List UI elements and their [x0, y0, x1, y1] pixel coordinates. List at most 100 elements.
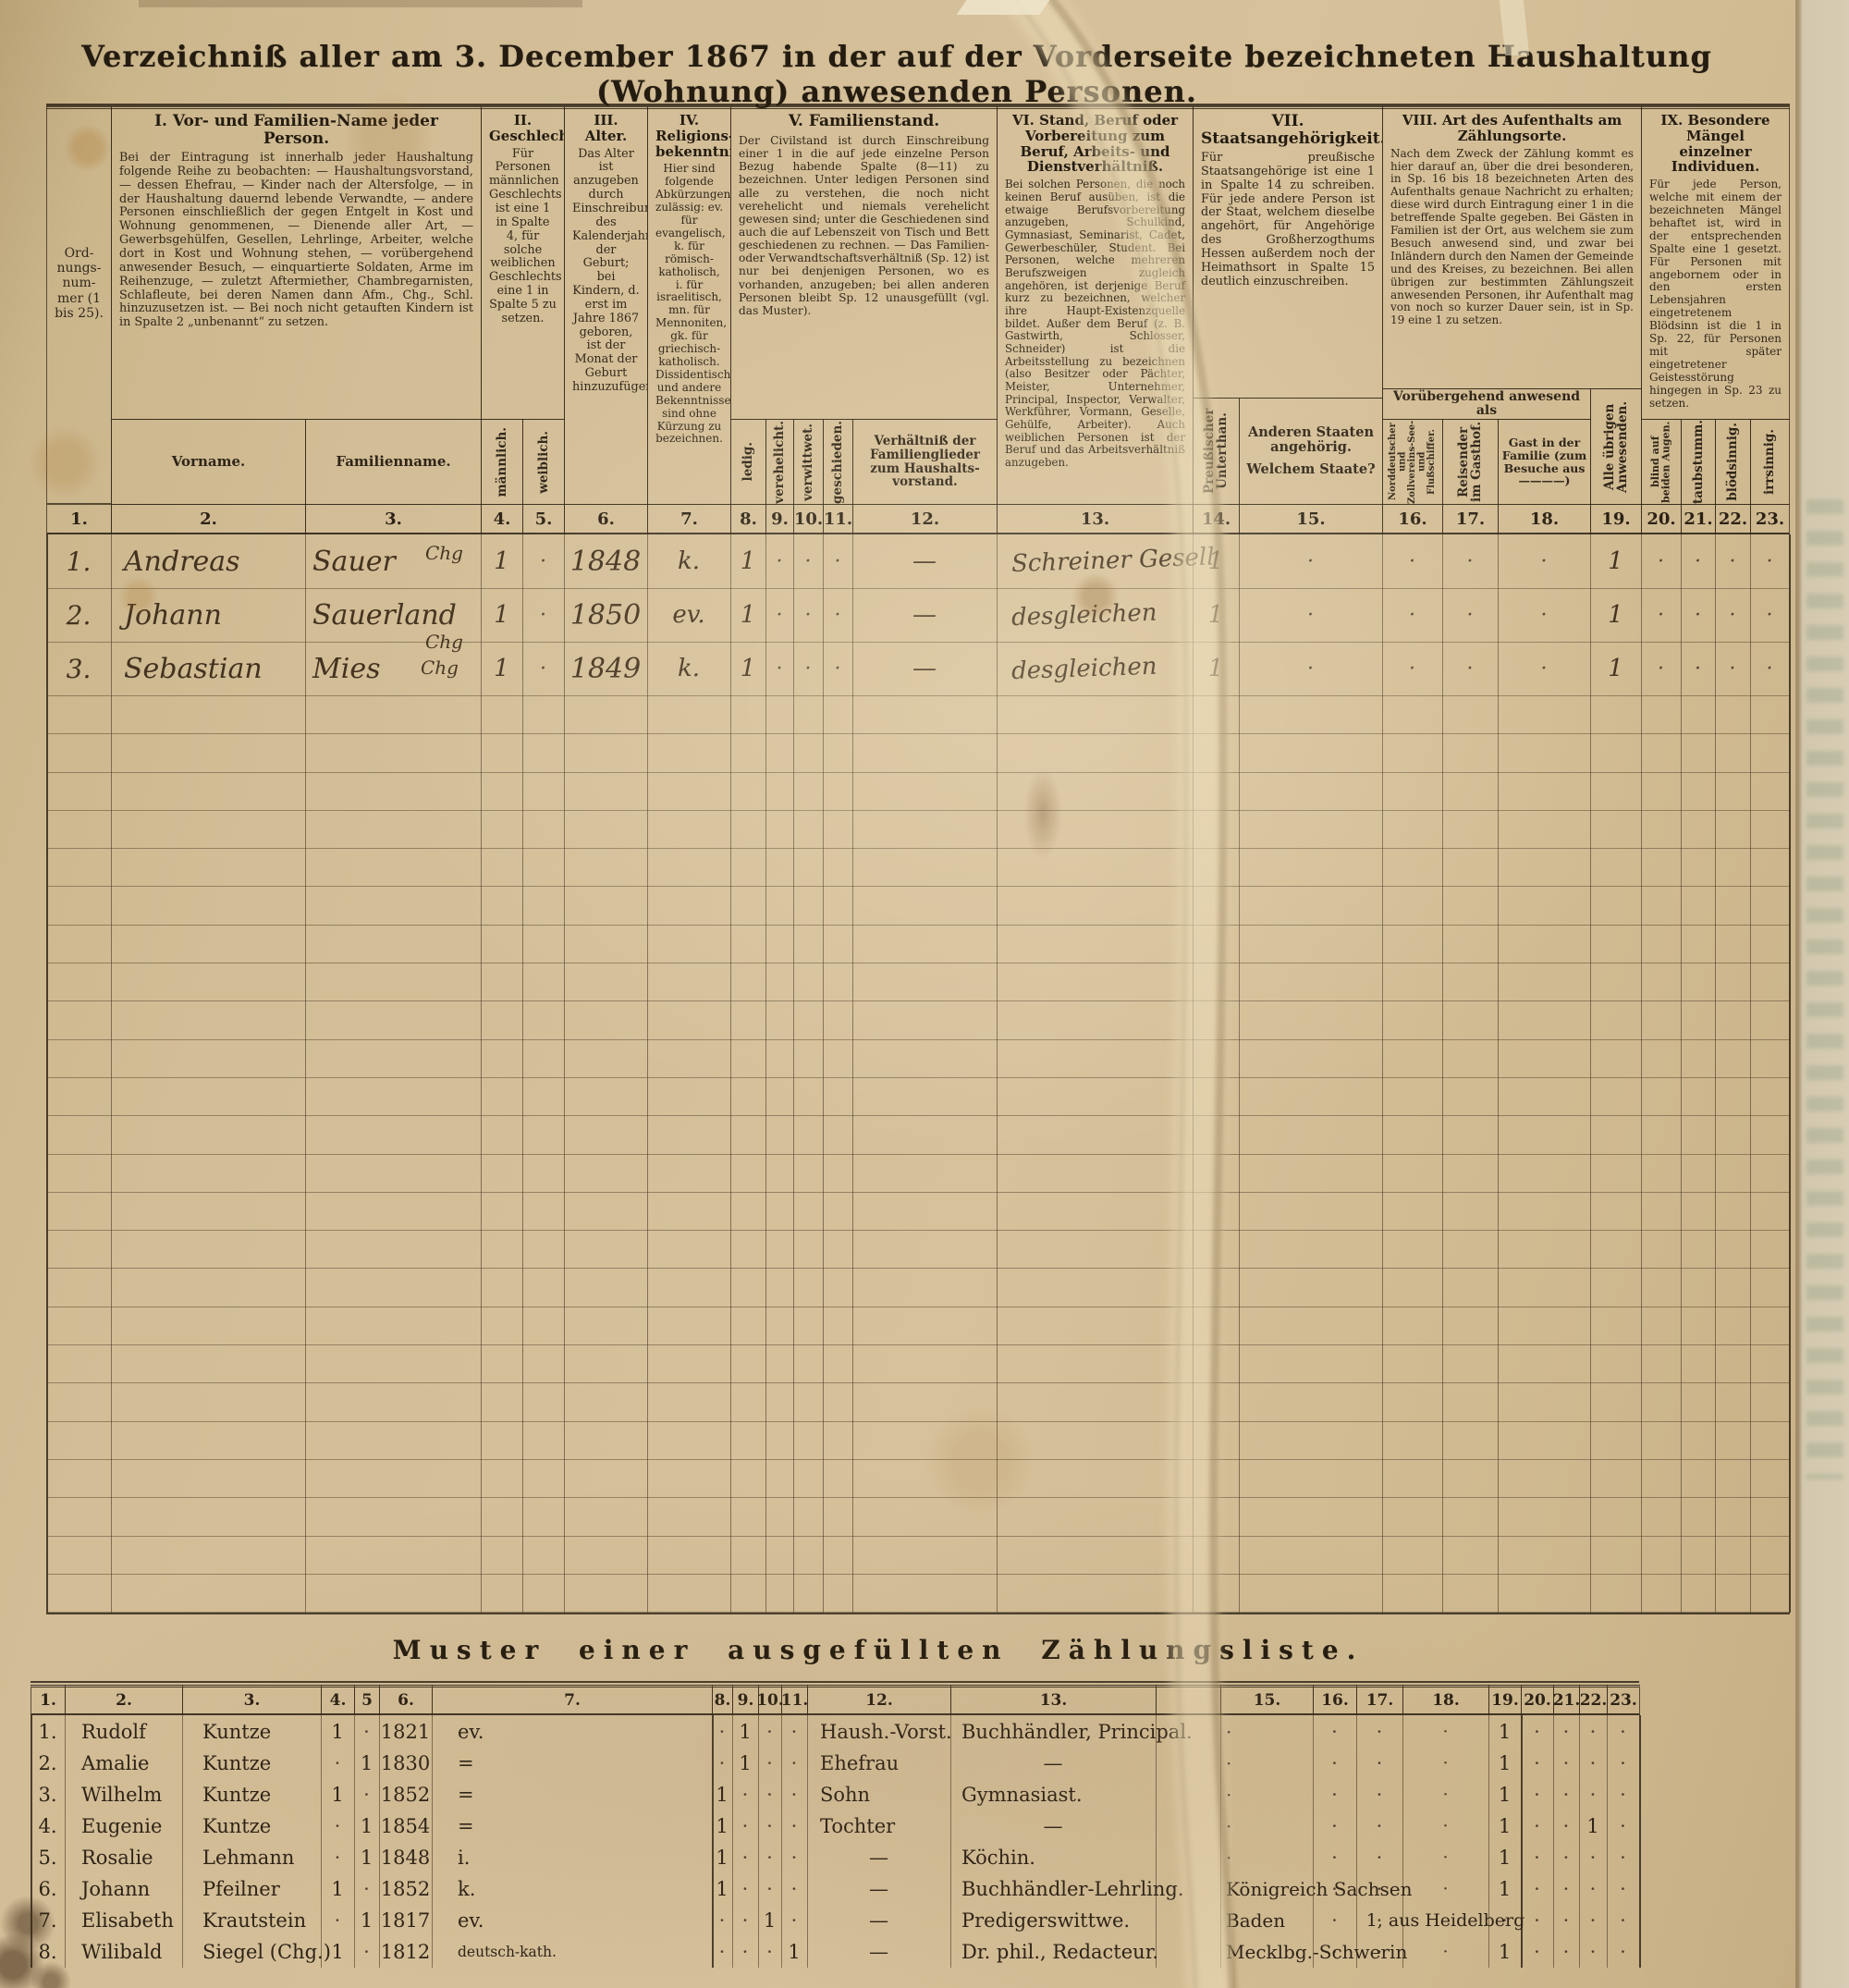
entry-cell: k.: [677, 547, 701, 575]
muster-cell: =: [458, 1752, 474, 1774]
grid-line: [46, 534, 48, 1613]
muster-cell: ·: [1620, 1909, 1626, 1932]
entry-cell: 1: [494, 601, 509, 629]
muster-cell: 1: [1498, 1847, 1512, 1869]
main-column-number: 13.: [997, 504, 1194, 534]
muster-cell: Buchhändler, Principal.: [961, 1721, 1193, 1743]
entry-cell: 1: [1608, 547, 1623, 575]
subheader-bloedsinnig: blödsinnig.: [1715, 419, 1751, 505]
muster-cell: ·: [1376, 1815, 1383, 1837]
verhaeltniss-label: Verhältniß der Familienglieder zum Haush…: [869, 433, 981, 490]
muster-cell: ·: [1331, 1878, 1338, 1900]
muster-cell: ·: [1589, 1847, 1597, 1869]
table-top-border: [46, 104, 1790, 106]
muster-cell: ·: [334, 1815, 341, 1837]
entry-cell: 1849: [569, 652, 642, 685]
group-IX-title: IX. Besondere Mängel einzelner Individue…: [1660, 112, 1770, 176]
main-column-number: 17.: [1442, 504, 1499, 534]
muster-cell: 6.: [38, 1878, 57, 1900]
subheader-preussischer-unterthan: Preußischer Unterthan.: [1193, 398, 1240, 505]
muster-cell: ·: [1331, 1815, 1338, 1837]
muster-cell: 1821: [380, 1721, 431, 1743]
muster-column-number: 17.: [1356, 1685, 1403, 1715]
muster-cell: 1: [1498, 1752, 1512, 1774]
muster-cell: ·: [363, 1784, 370, 1806]
muster-cell: Kuntze: [202, 1752, 272, 1774]
muster-cell: 2.: [38, 1752, 57, 1774]
grid-line: [1156, 1715, 1157, 1968]
main-column-number: 2.: [111, 504, 306, 534]
entry-cell: 1: [494, 655, 509, 682]
muster-cell: Ehefrau: [820, 1752, 900, 1774]
blind-label: blind auf beiden Augen.: [1649, 421, 1672, 503]
bloedsinnig-label: blödsinnig.: [1725, 423, 1741, 501]
grid-line: [46, 1077, 1790, 1078]
grid-line: [1750, 534, 1751, 1613]
grid-line: [46, 1268, 1790, 1269]
group-IV-description: Hier sind folgende Abkürzungen zulässig:…: [655, 162, 731, 446]
muster-cell: Gymnasiast.: [961, 1784, 1083, 1806]
grid-line: [732, 1715, 733, 1968]
grid-line: [647, 534, 648, 1613]
muster-column-number: 8.: [712, 1685, 733, 1715]
muster-column-number: 7.: [432, 1685, 713, 1715]
entry-cell: ·: [540, 657, 546, 681]
muster-top-border: [31, 1681, 1639, 1683]
grid-line: [46, 733, 1790, 734]
muster-cell: ev.: [458, 1909, 484, 1932]
muster-column-number: 16.: [1313, 1685, 1357, 1715]
grid-line: [46, 772, 1790, 773]
muster-cell: ·: [1589, 1784, 1597, 1806]
uebrige-anwesende-label: Alle übrigen Anwesenden.: [1601, 400, 1630, 493]
subheader-ledig: ledig.: [730, 419, 766, 505]
preussischer-unterthan-label: Preußischer Unterthan.: [1202, 408, 1231, 495]
main-column-number: 3.: [305, 504, 482, 534]
muster-column-number: 5: [354, 1685, 380, 1715]
muster-cell: ·: [1331, 1784, 1338, 1806]
ledig-label: ledig.: [741, 442, 756, 482]
muster-cell: 1: [1498, 1941, 1512, 1963]
grid-line: [46, 1574, 1790, 1575]
muster-cell: 3.: [38, 1784, 57, 1806]
muster-cell: Buchhändler-Lehrling.: [961, 1878, 1184, 1900]
grid-line: [46, 1497, 1790, 1498]
muster-cell: Mecklbg.-Schwerin: [1226, 1941, 1408, 1963]
muster-cell: ·: [718, 1752, 726, 1774]
grid-line: [1681, 534, 1682, 1613]
grid-line: [793, 534, 794, 1613]
subheader-uebrige-anwesende: Alle übrigen Anwesenden.: [1590, 388, 1642, 505]
entry-cell: ·: [834, 549, 841, 573]
muster-cell: ·: [1226, 1847, 1232, 1869]
muster-cell: ·: [766, 1815, 773, 1837]
grid-line: [46, 1382, 1790, 1383]
muster-cell: ·: [790, 1878, 798, 1900]
muster-cell: ·: [363, 1721, 370, 1743]
muster-cell: 1848: [380, 1847, 431, 1869]
grid-line: [46, 886, 1790, 887]
muster-column-number: 22.: [1579, 1685, 1608, 1715]
muster-cell: ·: [1562, 1909, 1570, 1932]
muster-cell: ·: [1620, 1815, 1626, 1837]
top-edge-crease: [1499, 0, 1530, 55]
andere-staaten-label: Anderen Staaten angehörig.: [1247, 424, 1375, 456]
entry-cell: —: [912, 655, 937, 682]
adjacent-page-edge: [1795, 0, 1849, 1988]
muster-cell: i.: [458, 1847, 471, 1869]
grid-line: [997, 534, 998, 1613]
muster-cell: 1: [360, 1815, 373, 1837]
entry-cell: ·: [1695, 657, 1701, 681]
muster-cell: ·: [363, 1878, 370, 1900]
grid-line: [1715, 534, 1716, 1613]
group-III-description: Das Alter ist anzugeben durch Einschreib…: [572, 146, 647, 394]
muster-cell: ·: [1226, 1721, 1232, 1743]
entry-cell: 1: [740, 547, 756, 575]
geschieden-label: geschieden.: [830, 420, 846, 504]
muster-cell: ·: [1562, 1752, 1570, 1774]
grid-line: [522, 534, 523, 1613]
muster-cell: Pfeilner: [202, 1878, 280, 1900]
muster-cell: =: [458, 1815, 474, 1837]
group-VI-title: VI. Stand, Beruf oder Vorbereitung zum B…: [1011, 112, 1179, 176]
muster-column-number: [1156, 1685, 1221, 1715]
entry-cell: 1.: [66, 546, 92, 577]
column-group-IV: IV. Religions-bekenntniß. Hier sind folg…: [647, 106, 731, 505]
